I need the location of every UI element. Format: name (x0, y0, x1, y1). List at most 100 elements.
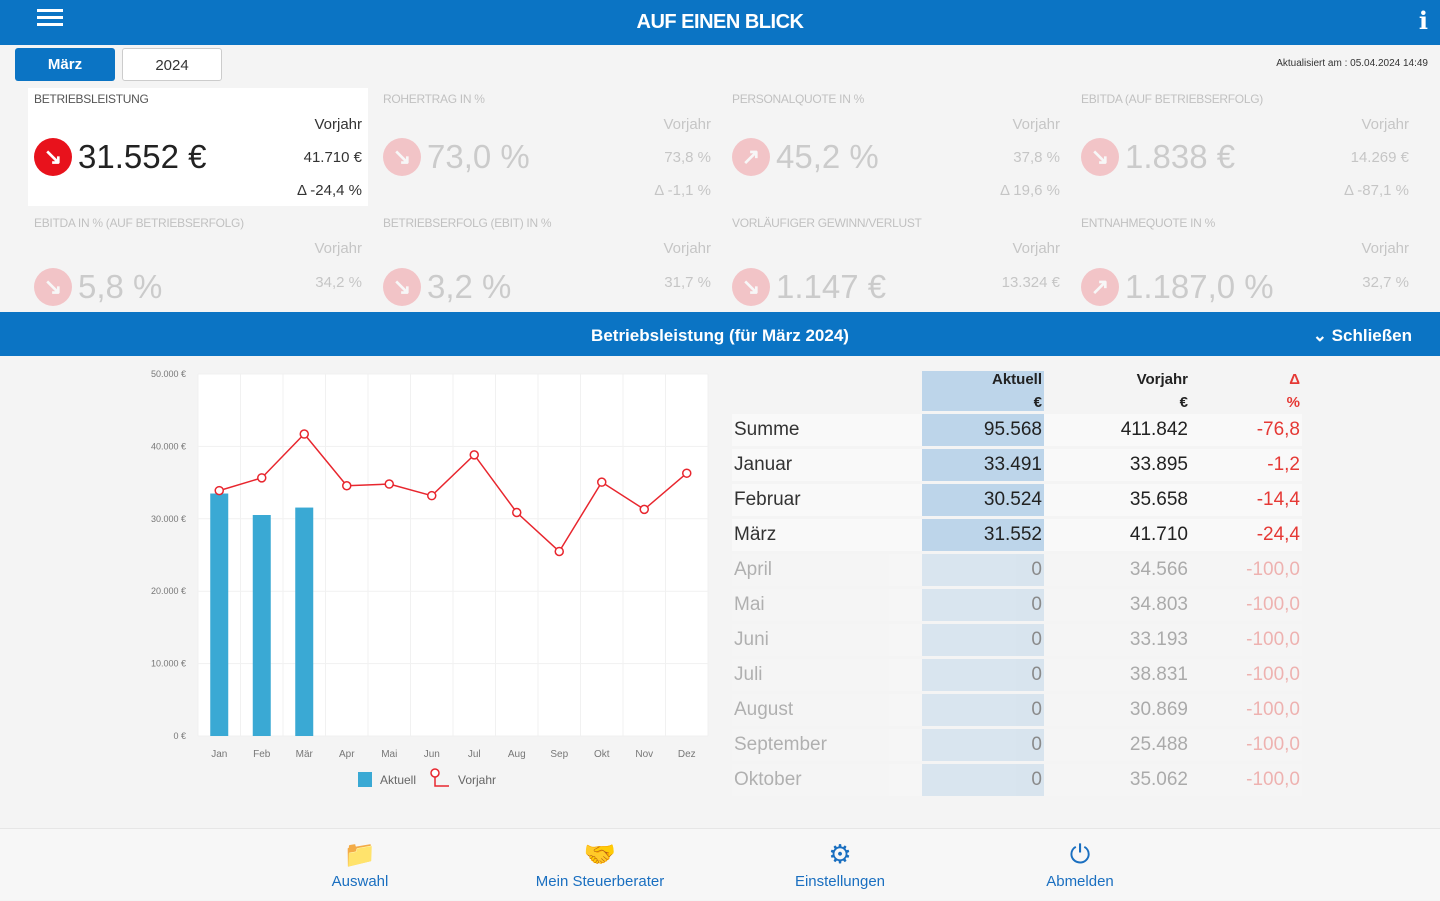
kpi-card[interactable]: Entnahmequote in % ↗ 1.187,0 % Vorjahr 3… (1075, 212, 1415, 308)
y-tick-label: 40.000 € (151, 441, 186, 451)
table-cell: 25.488 (1044, 729, 1190, 761)
point-vorjahr (682, 468, 692, 478)
x-tick-label: Okt (594, 749, 610, 760)
table-cell: -100,0 (1190, 764, 1302, 796)
table-cell: -100,0 (1190, 624, 1302, 656)
trend-down-icon: ↘ (732, 268, 770, 306)
table-cell: 41.710 (1044, 519, 1190, 551)
kpi-label: Vorläufiger Gewinn/Verlust (732, 216, 922, 230)
table-cell: 34.566 (1044, 554, 1190, 586)
point-vorjahr (639, 504, 649, 515)
prev-year-value: 41.710 € (303, 149, 362, 166)
handshake-icon: 🤝 (583, 839, 617, 869)
table-cell: -100,0 (1190, 554, 1302, 586)
kpi-card[interactable]: Betriebsleistung ↘ 31.552 € Vorjahr 41.7… (28, 88, 368, 206)
prev-year-label: Vorjahr (314, 240, 362, 257)
table-cell: 0 (922, 694, 1044, 726)
table-cell: 33.193 (1044, 624, 1190, 656)
column-header: Aktuell € (922, 371, 1044, 411)
prev-year-label: Vorjahr (663, 240, 711, 257)
trend-down-icon: ↘ (1081, 138, 1119, 176)
nav-auswahl[interactable]: 📁 Auswahl (260, 829, 460, 901)
table-cell: 38.831 (1044, 659, 1190, 691)
table-cell: Oktober (732, 764, 922, 796)
detail-section-header: Betriebsleistung (für März 2024) ⌄ Schli… (0, 312, 1440, 356)
table-cell: Summe (732, 414, 922, 446)
column-unit: € (1179, 394, 1188, 411)
bar-aktuell (210, 493, 229, 736)
kpi-label: Personalquote in % (732, 92, 864, 106)
prev-year-value: 73,8 % (664, 149, 711, 166)
kpi-value: 1.147 € (776, 268, 887, 305)
kpi-label: EBITDA in % (auf Betriebserfolg) (34, 216, 244, 230)
column-unit: % (1286, 394, 1300, 411)
info-icon[interactable]: i (1418, 6, 1428, 35)
updated-timestamp: Aktualisiert am : 05.04.2024 14:49 (1276, 58, 1428, 69)
prev-year-label: Vorjahr (1012, 240, 1060, 257)
table-row: Juni 0 33.193 -100,0 (732, 624, 1302, 656)
prev-year-label: Vorjahr (1012, 116, 1060, 133)
nav-abmelden[interactable]: ⏻ Abmelden (980, 829, 1180, 901)
legend-line-vorjahr (434, 774, 449, 787)
nav-label: Mein Steuerberater (535, 873, 665, 890)
nav-label: Auswahl (331, 873, 389, 890)
table-cell: -100,0 (1190, 659, 1302, 691)
y-tick-label: 30.000 € (151, 514, 186, 524)
bottom-nav: 📁 Auswahl 🤝 Mein Steuerberater ⚙ Einstellunge… (0, 828, 1440, 900)
point-vorjahr (469, 450, 479, 460)
close-button[interactable]: ⌄ Schließen (1312, 326, 1412, 345)
column-unit: € (1033, 394, 1042, 411)
table-cell: 0 (922, 624, 1044, 656)
y-tick-label: 50.000 € (151, 369, 186, 379)
column-title: Δ (1289, 371, 1300, 388)
table-cell: Juni (732, 624, 922, 656)
x-tick-label: Dez (678, 749, 696, 760)
kpi-card[interactable]: Betriebserfolg (EBIT) in % ↘ 3,2 % Vorja… (377, 212, 717, 308)
kpi-card[interactable]: EBITDA (auf Betriebserfolg) ↘ 1.838 € Vo… (1075, 88, 1415, 206)
legend-label-aktuell: Aktuell (380, 773, 416, 787)
kpi-value: 31.552 € (78, 138, 207, 175)
table-cell: Mai (732, 589, 922, 621)
trend-down-icon: ↘ (34, 268, 72, 306)
point-vorjahr (299, 429, 309, 439)
folder-icon: 📁 (343, 839, 377, 869)
legend-label-vorjahr: Vorjahr (458, 773, 496, 787)
kpi-value: 1.838 € (1125, 138, 1236, 175)
column-header (732, 371, 922, 411)
kpi-card[interactable]: Personalquote in % ↗ 45,2 % Vorjahr 37,8… (726, 88, 1066, 206)
column-title: Vorjahr (1136, 371, 1188, 388)
kpi-label: EBITDA (auf Betriebserfolg) (1081, 92, 1263, 106)
table-cell: 95.568 (922, 414, 1044, 446)
x-tick-label: Nov (635, 749, 653, 760)
kpi-value: 45,2 % (776, 138, 879, 175)
column-header: Vorjahr € (1044, 371, 1190, 411)
hamburger-icon[interactable] (37, 9, 63, 33)
nav-einstellungen[interactable]: ⚙ Einstellungen (740, 829, 940, 901)
point-vorjahr (597, 477, 607, 487)
kpi-card[interactable]: Rohertrag in % ↘ 73,0 % Vorjahr 73,8 % Δ … (377, 88, 717, 206)
kpi-delta: Δ -1,1 % (654, 182, 711, 199)
table-row: Januar 33.491 33.895 -1,2 (732, 449, 1302, 481)
trend-down-icon: ↘ (383, 268, 421, 306)
kpi-delta: Δ 19,6 % (999, 182, 1060, 199)
table-cell: September (732, 729, 922, 761)
month-selector[interactable]: März (15, 48, 115, 81)
kpi-value: 3,2 % (427, 268, 512, 305)
kpi-card[interactable]: EBITDA in % (auf Betriebserfolg) ↘ 5,8 %… (28, 212, 368, 308)
kpi-label: Betriebserfolg (EBIT) in % (383, 216, 552, 230)
table-cell: -24,4 (1190, 519, 1302, 551)
table-cell: Januar (732, 449, 922, 481)
section-title: Betriebsleistung (für März 2024) (591, 326, 849, 345)
kpi-label: Betriebsleistung (34, 92, 149, 106)
prev-year-value: 14.269 € (1350, 149, 1409, 166)
year-selector[interactable]: 2024 (122, 48, 222, 81)
point-vorjahr (214, 485, 224, 496)
x-tick-label: Aug (508, 749, 526, 760)
nav-mein-steuerberater[interactable]: 🤝 Mein Steuerberater (500, 829, 700, 901)
x-tick-label: Feb (253, 749, 271, 760)
kpi-card[interactable]: Vorläufiger Gewinn/Verlust ↘ 1.147 € Vor… (726, 212, 1066, 308)
table-cell: 31.552 (922, 519, 1044, 551)
kpi-label: Rohertrag in % (383, 92, 485, 106)
table-cell: August (732, 694, 922, 726)
table-cell: 30.869 (1044, 694, 1190, 726)
